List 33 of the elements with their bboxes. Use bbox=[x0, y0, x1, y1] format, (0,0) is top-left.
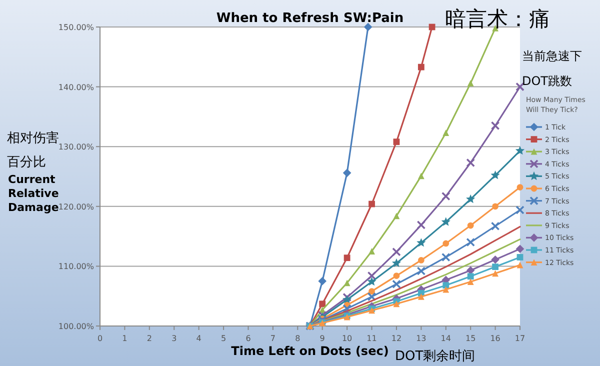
y-tick-label: 150.00% bbox=[58, 23, 94, 32]
x-tick-label: 11 bbox=[366, 334, 377, 343]
x-tick-label: 4 bbox=[196, 334, 202, 343]
text: DOT剩余时间 bbox=[395, 349, 476, 364]
y-tick-label: 140.00% bbox=[58, 82, 94, 92]
x-tick-label: 7 bbox=[270, 334, 276, 343]
y-tick-label: 130.00% bbox=[58, 142, 94, 152]
x-tick-label: 14 bbox=[440, 334, 451, 343]
x-tick-label: 2 bbox=[146, 334, 152, 343]
x-tick-label: 0 bbox=[97, 334, 103, 343]
x-tick-label: 5 bbox=[220, 334, 226, 343]
x-tick-label: 15 bbox=[465, 334, 476, 343]
y-tick-label: 120.00% bbox=[58, 202, 94, 212]
x-tick-label: 3 bbox=[172, 334, 177, 343]
x-tick-label: 16 bbox=[490, 334, 500, 343]
x-tick-label: 1 bbox=[122, 334, 128, 343]
x-tick-label: 9 bbox=[320, 334, 325, 343]
x-tick-label: 12 bbox=[391, 334, 402, 343]
text: 当前急速下 bbox=[522, 49, 582, 63]
text: DOT跳数 bbox=[522, 74, 572, 88]
x-axis-title: Time Left on Dots (sec) bbox=[231, 344, 389, 358]
x-tick-label: 17 bbox=[514, 334, 526, 343]
annotation: 暗言术：痛 bbox=[445, 7, 550, 31]
text: 相对伤害 bbox=[7, 130, 59, 146]
x-tick-label: 13 bbox=[416, 334, 426, 343]
y-tick-label: 100.00% bbox=[58, 322, 94, 331]
x-tick-label: 6 bbox=[246, 334, 251, 343]
chart-title: When to Refresh SW:Pain bbox=[216, 11, 404, 26]
y-axis-title: Current Relative Damage bbox=[8, 173, 59, 214]
y-tick-label: 110.00% bbox=[58, 262, 94, 272]
x-tick-label: 8 bbox=[295, 334, 300, 343]
x-tick-label: 10 bbox=[342, 334, 352, 343]
text: 百分比 bbox=[7, 155, 46, 170]
